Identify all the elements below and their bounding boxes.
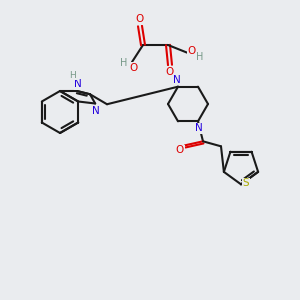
Text: O: O: [166, 67, 174, 77]
Text: O: O: [136, 14, 144, 24]
Text: O: O: [130, 63, 138, 73]
Text: H: H: [120, 58, 128, 68]
Text: H: H: [70, 70, 76, 80]
Text: O: O: [188, 46, 196, 56]
Text: N: N: [74, 79, 82, 89]
Text: S: S: [243, 178, 249, 188]
Text: N: N: [92, 106, 100, 116]
Text: H: H: [196, 52, 204, 62]
Text: O: O: [176, 145, 184, 155]
Text: N: N: [173, 75, 181, 85]
Text: N: N: [195, 123, 203, 133]
